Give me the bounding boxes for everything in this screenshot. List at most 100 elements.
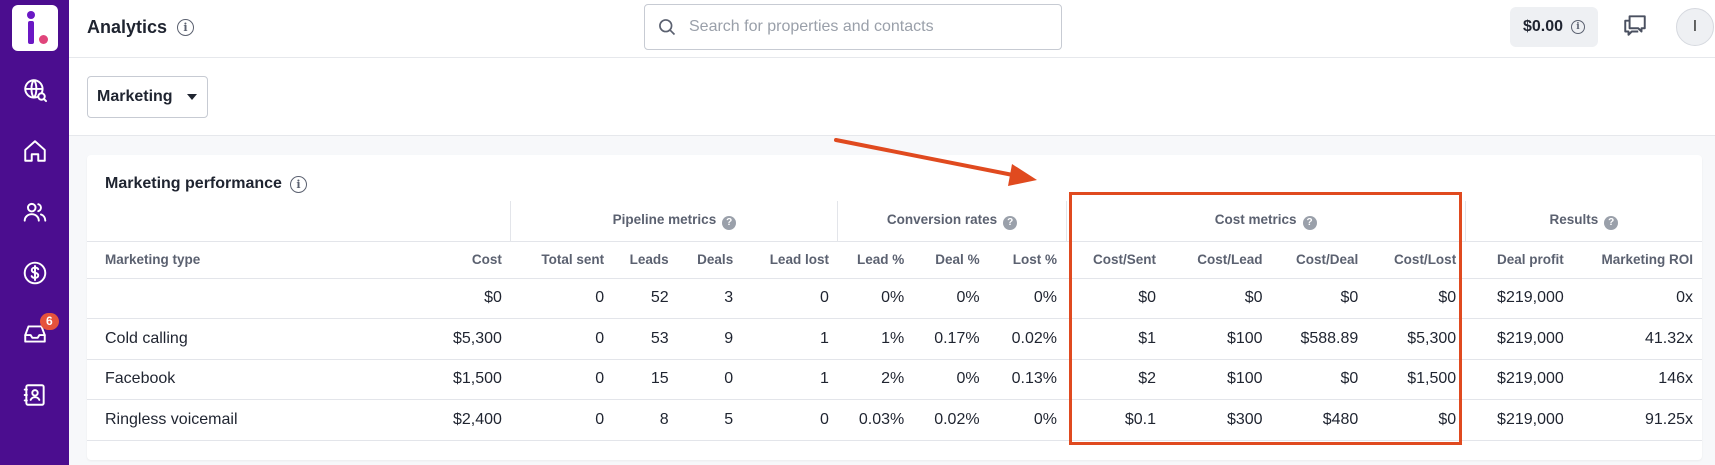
table-cell: 0 <box>742 278 838 319</box>
group-header-results: Results? <box>1464 201 1702 242</box>
table-cell: $0 <box>424 278 511 319</box>
sidebar-item-contact-book[interactable] <box>0 366 69 424</box>
card-title-text: Marketing performance <box>105 175 282 192</box>
contact-book-icon <box>23 384 45 406</box>
help-icon[interactable]: ? <box>1003 215 1018 230</box>
table-cell: 146x <box>1572 359 1702 400</box>
sidebar-item-dollar[interactable] <box>0 244 69 302</box>
help-icon[interactable]: ? <box>722 215 737 230</box>
column-header[interactable]: Cost/Lost <box>1367 241 1466 279</box>
table-cell: 0 <box>510 399 614 441</box>
sidebar-item-contacts[interactable] <box>0 183 69 241</box>
info-icon[interactable]: i <box>177 19 194 36</box>
table-cell: 0% <box>988 399 1067 441</box>
table-cell: 53 <box>613 318 678 360</box>
dollar-circle-icon <box>23 261 46 285</box>
help-icon[interactable]: ? <box>1604 215 1619 230</box>
table-cell: $0 <box>1367 399 1466 441</box>
marketing-dropdown[interactable]: Marketing <box>87 76 208 118</box>
sidebar-item-home[interactable] <box>0 122 69 180</box>
column-header[interactable]: Lead % <box>837 241 914 279</box>
help-icon[interactable]: ? <box>1302 215 1317 230</box>
table-cell: $219,000 <box>1465 399 1573 441</box>
column-header[interactable]: Marketing ROI <box>1572 241 1702 279</box>
chat-button[interactable] <box>1622 12 1652 42</box>
table-cell: 41.32x <box>1572 318 1702 360</box>
column-header[interactable]: Cost/Sent <box>1066 241 1166 279</box>
balance-info-icon: i <box>1571 20 1586 34</box>
table-cell: 8 <box>613 399 678 441</box>
column-header[interactable]: Deals <box>677 241 743 279</box>
table-row[interactable]: Ringless voicemail $2,400 0 8 5 0 0.03% 0.02% 0%… <box>87 399 1702 441</box>
app-logo[interactable] <box>11 5 58 51</box>
marketing-type-cell <box>87 278 425 319</box>
column-header[interactable]: Marketing type <box>87 241 425 279</box>
table-cell: $100 <box>1165 318 1272 360</box>
table-cell: $2,400 <box>424 399 511 441</box>
card-title: Marketing performance i <box>105 175 307 193</box>
search-box[interactable] <box>644 4 1062 50</box>
marketing-type-cell: Cold calling <box>87 318 425 360</box>
table-cell: $219,000 <box>1465 359 1573 400</box>
inbox-icon <box>23 325 46 343</box>
table-cell: 0 <box>510 318 614 360</box>
table-cell: $1,500 <box>424 359 511 400</box>
table-cell: 0.13% <box>988 359 1067 400</box>
table-cell: $2 <box>1066 359 1166 400</box>
column-header-row: Marketing type Cost Total sent Leads Deals Le… <box>87 241 1702 279</box>
table-cell: 5 <box>677 399 743 441</box>
marketing-table: Pipeline metrics? Conversion rates? Cost… <box>87 201 1702 441</box>
table-row[interactable]: $0 0 52 3 0 0% 0% 0% $0 $0 $0 $0 $219,000 0x <box>87 278 1702 319</box>
column-header[interactable]: Total sent <box>510 241 614 279</box>
table-cell: 0.03% <box>837 399 914 441</box>
table-cell: $588.89 <box>1271 318 1368 360</box>
table-cell: $0 <box>1165 278 1272 319</box>
table-row[interactable]: Cold calling $5,300 0 53 9 1 1% 0.17% 0.02% $1 $10… <box>87 318 1702 360</box>
table-cell: 0% <box>913 278 989 319</box>
table-cell: $5,300 <box>424 318 511 360</box>
column-header[interactable]: Cost/Lead <box>1165 241 1272 279</box>
column-header[interactable]: Cost/Deal <box>1271 241 1368 279</box>
info-icon[interactable]: i <box>289 175 307 193</box>
column-header[interactable]: Deal % <box>913 241 989 279</box>
column-header[interactable]: Leads <box>613 241 678 279</box>
table-row[interactable]: Facebook $1,500 0 15 0 1 2% 0% 0.13% $2 $100 $0 $1,5… <box>87 359 1702 400</box>
table-cell: $0.1 <box>1066 399 1166 441</box>
user-avatar[interactable]: I <box>1676 8 1714 46</box>
sidebar-item-inbox[interactable]: 6 <box>0 305 69 363</box>
table-cell: $5,300 <box>1367 318 1466 360</box>
table-cell: 1 <box>742 318 838 360</box>
group-header-pipeline: Pipeline metrics? <box>510 201 838 242</box>
column-header[interactable]: Lead lost <box>742 241 838 279</box>
balance-button[interactable]: $0.00 i <box>1510 7 1598 47</box>
table-cell: $0 <box>1066 278 1166 319</box>
table-cell: 0.17% <box>913 318 989 360</box>
table-cell: 0 <box>742 399 838 441</box>
table-cell: $1,500 <box>1367 359 1466 400</box>
column-header[interactable]: Deal profit <box>1465 241 1573 279</box>
search-icon <box>659 19 676 36</box>
dropdown-label: Marketing <box>97 88 173 105</box>
caret-down-icon <box>186 94 197 100</box>
table-body: $0 0 52 3 0 0% 0% 0% $0 $0 $0 $0 $219,000 0x Cold call… <box>87 278 1702 441</box>
table-cell: 0 <box>510 359 614 400</box>
table-cell: 0% <box>988 278 1067 319</box>
table-cell: $480 <box>1271 399 1368 441</box>
table-cell: 0.02% <box>988 318 1067 360</box>
table-cell: 1% <box>837 318 914 360</box>
table-cell: $1 <box>1066 318 1166 360</box>
table-cell: 0% <box>837 278 914 319</box>
column-header[interactable]: Cost <box>424 241 511 279</box>
sidebar-item-globe-search[interactable] <box>0 61 69 119</box>
search-input[interactable] <box>689 18 1049 36</box>
table-cell: 2% <box>837 359 914 400</box>
table-cell: 0x <box>1572 278 1702 319</box>
table-cell: $300 <box>1165 399 1272 441</box>
group-header-empty <box>87 201 511 242</box>
page-title: Analytics <box>87 17 168 37</box>
column-header[interactable]: Lost % <box>988 241 1067 279</box>
table-cell: 0 <box>677 359 743 400</box>
cost-metrics-highlight-box <box>1069 192 1462 445</box>
table-cell: $219,000 <box>1465 318 1573 360</box>
home-icon <box>23 140 46 162</box>
